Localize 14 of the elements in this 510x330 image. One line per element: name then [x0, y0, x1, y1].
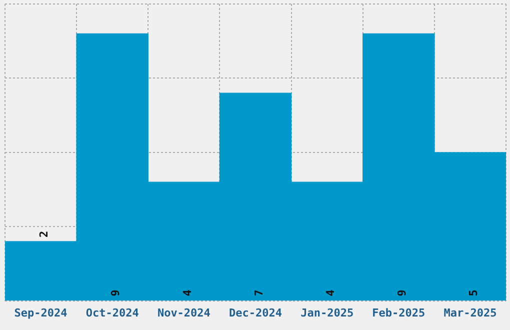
x-tick-label: Oct-2024 — [86, 306, 140, 320]
data-label: 4 — [324, 289, 337, 296]
x-tick-label: Mar-2025 — [444, 306, 497, 320]
x-tick-label: Jan-2025 — [300, 306, 354, 320]
x-tick-label: Dec-2024 — [229, 306, 282, 320]
data-label: 5 — [467, 290, 480, 296]
x-tick-label: Sep-2024 — [14, 306, 68, 320]
data-label: 9 — [396, 290, 408, 296]
data-label: 4 — [180, 289, 194, 296]
data-label: 9 — [109, 290, 122, 296]
x-tick-label: Feb-2025 — [372, 306, 426, 320]
data-label: 2 — [38, 230, 51, 238]
data-label: 7 — [252, 290, 266, 296]
x-tick-label: Nov-2024 — [157, 306, 211, 320]
